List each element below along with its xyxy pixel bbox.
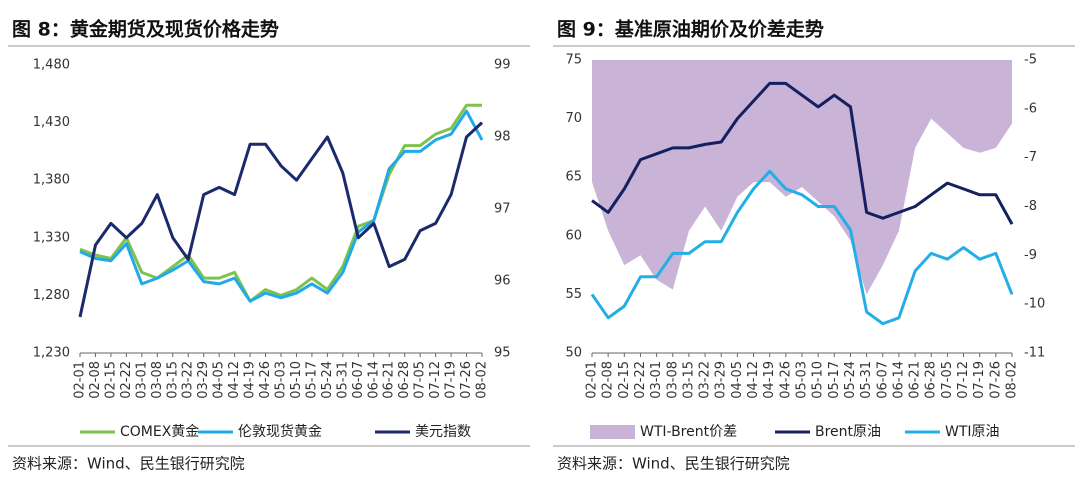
- legend-label: 伦敦现货黄金: [238, 423, 322, 440]
- x-tick-label: 02-08: [88, 361, 103, 399]
- x-tick-label: 06-07: [351, 361, 366, 399]
- y2-tick-label: -9: [1024, 248, 1037, 263]
- x-tick-label: 03-22: [181, 361, 196, 399]
- x-tick-label: 06-28: [397, 361, 412, 399]
- x-tick-label: 02-01: [73, 361, 88, 399]
- x-tick-label: 06-07: [875, 361, 890, 399]
- x-tick-label: 02-15: [103, 361, 118, 399]
- y2-tick-label: -8: [1024, 199, 1037, 214]
- x-tick-label: 06-14: [366, 361, 381, 399]
- y-tick-label: 1,280: [33, 288, 70, 303]
- x-tick-label: 02-22: [633, 361, 648, 399]
- x-tick-label: 02-22: [119, 361, 134, 399]
- x-tick-label: 02-08: [601, 361, 616, 399]
- x-tick-label: 06-21: [908, 361, 923, 399]
- x-tick-label: 07-26: [459, 361, 474, 399]
- x-tick-label: 05-24: [843, 361, 858, 399]
- y2-tick-label: -10: [1024, 297, 1045, 312]
- x-tick-label: 07-12: [956, 361, 971, 399]
- x-tick-label: 03-15: [165, 361, 180, 399]
- y2-tick-label: 95: [494, 346, 511, 361]
- x-tick-label: 05-17: [304, 361, 319, 399]
- x-tick-label: 03-08: [665, 361, 680, 399]
- y-tick-label: 70: [565, 111, 582, 126]
- legend-label: WTI-Brent价差: [640, 424, 737, 440]
- line: [590, 169, 1014, 326]
- y2-tick-label: -5: [1024, 53, 1037, 68]
- x-tick-label: 06-28: [924, 361, 939, 399]
- x-tick-label: 07-05: [413, 361, 428, 399]
- x-tick-label: 05-10: [811, 361, 826, 399]
- legend-swatch: [590, 425, 635, 439]
- x-tick-label: 04-19: [243, 361, 258, 399]
- legend-label: WTI原油: [945, 424, 1000, 440]
- x-tick-label: 03-01: [134, 361, 149, 399]
- line: [79, 109, 484, 303]
- x-tick-label: 05-24: [320, 361, 335, 399]
- y2-tick-label: 96: [494, 274, 511, 289]
- y-tick-label: 55: [565, 287, 582, 302]
- x-tick-label: 04-12: [227, 361, 242, 399]
- x-tick-label: 04-05: [730, 361, 745, 399]
- x-tick-label: 06-14: [891, 361, 906, 399]
- y-tick-label: 50: [565, 346, 582, 361]
- legend-label: COMEX黄金: [120, 423, 199, 440]
- x-tick-label: 07-19: [444, 361, 459, 399]
- x-tick-label: 04-26: [258, 361, 273, 399]
- x-tick-label: 05-10: [289, 361, 304, 399]
- x-tick-label: 04-05: [212, 361, 227, 399]
- y2-tick-label: -11: [1024, 346, 1045, 361]
- x-tick-label: 03-29: [196, 361, 211, 399]
- x-tick-label: 04-12: [746, 361, 761, 399]
- y-tick-label: 1,330: [33, 230, 70, 245]
- line: [79, 103, 482, 303]
- x-tick-label: 05-31: [335, 361, 350, 399]
- area: [592, 60, 1012, 295]
- x-tick-label: 06-21: [382, 361, 397, 399]
- x-tick-label: 05-03: [274, 361, 289, 399]
- y2-tick-label: 99: [494, 58, 511, 73]
- x-tick-label: 02-01: [585, 361, 600, 399]
- y-tick-label: 1,430: [33, 115, 70, 130]
- line: [591, 81, 1014, 225]
- line: [78, 121, 484, 318]
- x-tick-label: 08-02: [1005, 361, 1020, 399]
- x-tick-label: 05-31: [859, 361, 874, 399]
- y2-tick-label: 97: [494, 202, 511, 217]
- y-tick-label: 1,480: [33, 58, 70, 73]
- y-tick-label: 1,230: [33, 346, 70, 361]
- x-tick-label: 03-29: [714, 361, 729, 399]
- y-tick-label: 60: [565, 228, 582, 243]
- y2-tick-label: -7: [1024, 150, 1037, 165]
- y2-tick-label: 98: [494, 130, 511, 145]
- x-tick-label: 05-03: [795, 361, 810, 399]
- x-tick-label: 04-26: [778, 361, 793, 399]
- x-tick-label: 08-02: [475, 361, 490, 399]
- y2-tick-label: -6: [1024, 101, 1037, 116]
- x-tick-label: 03-15: [681, 361, 696, 399]
- legend-label: Brent原油: [815, 424, 881, 440]
- x-tick-label: 07-19: [972, 361, 987, 399]
- chart-title: 图 9：基准原油期价及价差走势: [557, 18, 824, 41]
- x-tick-label: 02-15: [617, 361, 632, 399]
- x-tick-label: 04-19: [762, 361, 777, 399]
- y-tick-label: 75: [565, 53, 582, 68]
- y-tick-label: 65: [565, 170, 582, 185]
- x-tick-label: 05-17: [827, 361, 842, 399]
- x-tick-label: 07-26: [988, 361, 1003, 399]
- x-tick-label: 03-08: [150, 361, 165, 399]
- x-tick-label: 07-12: [428, 361, 443, 399]
- x-tick-label: 03-22: [698, 361, 713, 399]
- source: 资料来源：Wind、民生银行研究院: [557, 455, 790, 473]
- legend-label: 美元指数: [415, 424, 471, 440]
- chart-title: 图 8：黄金期货及现货价格走势: [12, 18, 279, 41]
- x-tick-label: 07-05: [940, 361, 955, 399]
- x-tick-label: 03-01: [649, 361, 664, 399]
- y-tick-label: 1,380: [33, 173, 70, 188]
- source: 资料来源：Wind、民生银行研究院: [12, 455, 245, 473]
